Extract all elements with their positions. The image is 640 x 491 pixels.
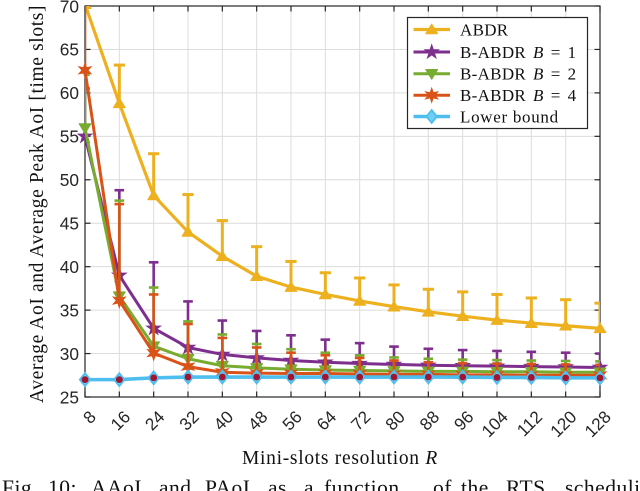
svg-text:35: 35 (60, 300, 79, 320)
svg-text:ABDR: ABDR (460, 20, 509, 39)
svg-text:Average AoI and Average Peak A: Average AoI and Average Peak AoI [time s… (27, 5, 48, 403)
svg-text:55: 55 (60, 127, 79, 147)
svg-text:40: 40 (60, 257, 79, 277)
svg-text:30: 30 (60, 344, 79, 364)
svg-text:60: 60 (60, 83, 79, 103)
svg-text:25: 25 (60, 387, 79, 407)
svg-text:45: 45 (60, 214, 79, 234)
svg-text:Mini-slots resolution R: Mini-slots resolution R (242, 448, 438, 469)
svg-text:70: 70 (60, 0, 79, 16)
svg-text:Lower bound: Lower bound (460, 107, 559, 126)
svg-text:65: 65 (60, 40, 79, 60)
svg-text:50: 50 (60, 170, 79, 190)
